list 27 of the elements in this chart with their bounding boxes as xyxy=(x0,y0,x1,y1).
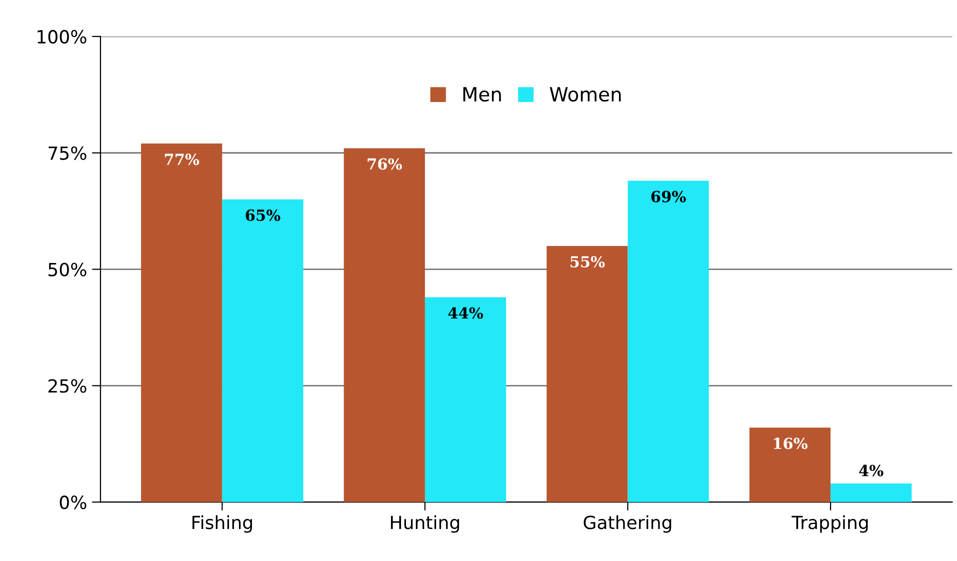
y-tick-label: 100% xyxy=(38,30,86,44)
data-label: 77% xyxy=(164,154,200,166)
bar xyxy=(830,483,912,502)
data-label: 76% xyxy=(368,158,402,170)
x-tick-label: Fishing xyxy=(192,515,252,533)
x-tick-label: Gathering xyxy=(584,515,672,533)
x-tick-label: Trapping xyxy=(792,515,868,533)
y-tick-label: 0% xyxy=(60,496,86,510)
y-tick-label: 25% xyxy=(48,379,86,393)
data-label: 69% xyxy=(651,190,686,202)
data-label: 65% xyxy=(246,209,280,221)
data-label: 44% xyxy=(448,307,484,319)
bar xyxy=(749,428,831,502)
data-label: 55% xyxy=(570,256,605,268)
bar xyxy=(424,297,506,502)
data-label: 16% xyxy=(774,438,808,450)
legend-label: Women xyxy=(550,87,621,102)
data-label: 4% xyxy=(859,464,884,476)
y-tick-label: 50% xyxy=(48,262,86,276)
bar xyxy=(628,180,709,502)
bar xyxy=(222,199,304,502)
y-tick-label: 75% xyxy=(48,146,86,160)
x-tick-label: Hunting xyxy=(390,515,460,533)
bar xyxy=(141,144,222,502)
legend-label: Men xyxy=(463,87,501,102)
bar xyxy=(546,246,628,502)
bar xyxy=(344,148,425,502)
